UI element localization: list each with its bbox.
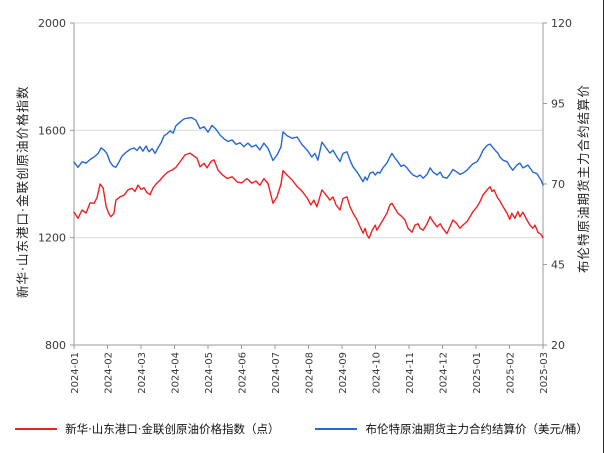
- x-tick-label: 2024-04: [171, 352, 182, 394]
- x-tick-label: 2024-03: [137, 352, 148, 394]
- legend-item-index: 新华·山东港口·金联创原油价格指数（点）: [15, 421, 279, 437]
- y-right-tick-label: 45: [551, 259, 565, 272]
- legend-label-brent: 布伦特原油期货主力合约结算价（美元/桶）: [365, 422, 588, 436]
- left-axis-title: 新华·山东港口·金联创原油价格指数: [15, 85, 30, 298]
- x-tick-label: 2024-12: [439, 352, 450, 394]
- y-right-tick-label: 20: [551, 339, 565, 352]
- legend-item-brent: 布伦特原油期货主力合约结算价（美元/桶）: [315, 421, 588, 437]
- y-left-tick-label: 800: [45, 339, 66, 352]
- x-tick-label: 2025-02: [506, 352, 517, 394]
- y-right-tick-label: 120: [551, 17, 572, 30]
- x-tick-label: 2024-02: [104, 352, 115, 394]
- x-tick-label: 2024-07: [271, 352, 282, 394]
- blue-line-swatch: [315, 428, 358, 430]
- y-left-tick-label: 1200: [38, 232, 66, 245]
- right-axis-title: 布伦特原油期货主力合约结算价: [576, 83, 591, 273]
- x-tick-label: 2024-05: [204, 352, 215, 394]
- y-left-tick-label: 1600: [38, 124, 66, 137]
- x-tick-label: 2024-01: [70, 352, 81, 394]
- x-tick-label: 2025-03: [539, 352, 550, 394]
- brent-series-line: [73, 116, 544, 186]
- x-tick-label: 2024-11: [405, 352, 416, 394]
- legend: 新华·山东港口·金联创原油价格指数（点） 布伦特原油期货主力合约结算价（美元/桶…: [0, 421, 603, 437]
- x-tick-label: 2024-06: [238, 352, 249, 394]
- x-tick-label: 2024-09: [338, 352, 349, 394]
- red-line-swatch: [15, 428, 58, 430]
- y-right-tick-label: 70: [551, 178, 565, 191]
- index-series-line: [73, 152, 544, 239]
- legend-label-index: 新华·山东港口·金联创原油价格指数（点）: [65, 422, 280, 436]
- y-left-tick-label: 2000: [38, 17, 66, 30]
- x-tick-label: 2025-01: [472, 352, 483, 394]
- x-tick-label: 2024-10: [372, 352, 383, 394]
- y-right-tick-label: 95: [551, 98, 565, 111]
- x-tick-label: 2024-08: [305, 352, 316, 394]
